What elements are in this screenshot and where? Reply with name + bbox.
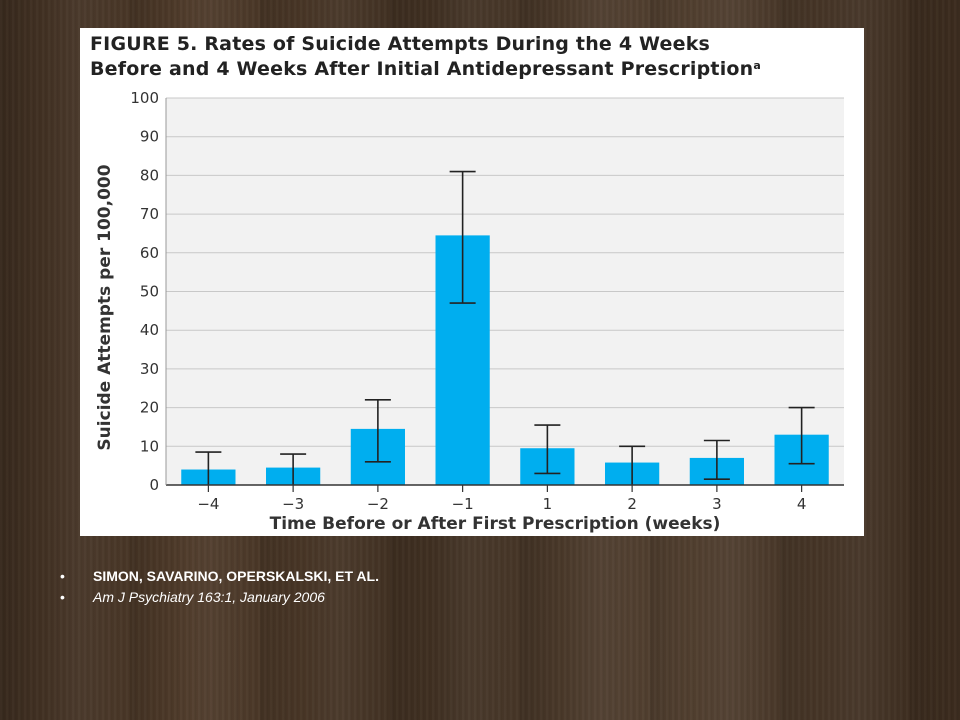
error-bars — [195, 170, 815, 485]
figure-title-line-1: FIGURE 5. Rates of Suicide Attempts Duri… — [90, 33, 711, 55]
y-tick-label: 70 — [140, 205, 159, 223]
axes — [165, 98, 844, 492]
y-tick-label: 30 — [140, 360, 159, 378]
x-tick-label: 3 — [712, 495, 722, 513]
figure-title-line-2-text: Before and 4 Weeks After Initial Antidep… — [90, 58, 754, 80]
bullet-icon: • — [60, 568, 65, 584]
gridlines — [166, 97, 844, 447]
y-tick-label: 40 — [140, 321, 159, 339]
citation-journal: Am J Psychiatry 163:1, January 2006 — [93, 589, 325, 605]
y-tick-label: 50 — [140, 283, 159, 301]
x-tick-label: −1 — [452, 495, 474, 513]
bullet-icon: • — [60, 589, 65, 605]
x-tick-label: −3 — [282, 495, 304, 513]
x-tick-label: 1 — [543, 495, 553, 513]
citation-list: • SIMON, SAVARINO, OPERSKALSKI, ET AL. •… — [60, 566, 379, 608]
y-tick-label: 60 — [140, 244, 159, 262]
y-tick-label: 10 — [140, 437, 159, 455]
figure-panel: 0 10 20 30 40 50 60 70 80 90 100 −4 −3 −2 −1 1 2 3 4 Time… — [80, 28, 864, 536]
citation-authors: SIMON, SAVARINO, OPERSKALSKI, ET AL. — [93, 568, 379, 584]
y-tick-label: 80 — [140, 166, 159, 184]
bar-chart: 0 10 20 30 40 50 60 70 80 90 100 −4 −3 −2 −1 1 2 3 4 Time… — [95, 89, 844, 534]
x-tick-label: 2 — [627, 495, 637, 513]
x-tick-label: −2 — [367, 495, 389, 513]
x-tick-label: −4 — [197, 495, 219, 513]
y-tick-label: 20 — [140, 399, 159, 417]
figure-title: FIGURE 5. Rates of Suicide Attempts Duri… — [90, 34, 761, 80]
x-tick-label: 4 — [797, 495, 807, 513]
y-tick-labels: 0 10 20 30 40 50 60 70 80 90 100 — [130, 89, 159, 494]
citation-authors-item: • SIMON, SAVARINO, OPERSKALSKI, ET AL. — [60, 566, 379, 587]
citation-journal-item: • Am J Psychiatry 163:1, January 2006 — [60, 587, 379, 608]
y-tick-label: 0 — [149, 476, 159, 494]
y-tick-label: 100 — [130, 89, 159, 107]
figure-title-line-2: Before and 4 Weeks After Initial Antidep… — [90, 55, 761, 80]
figure-title-footnote-marker: a — [753, 59, 762, 72]
y-axis-title: Suicide Attempts per 100,000 — [95, 164, 115, 450]
x-axis-title: Time Before or After First Prescription … — [270, 514, 721, 534]
x-tick-labels: −4 −3 −2 −1 1 2 3 4 — [197, 495, 806, 513]
y-tick-label: 90 — [140, 128, 159, 146]
